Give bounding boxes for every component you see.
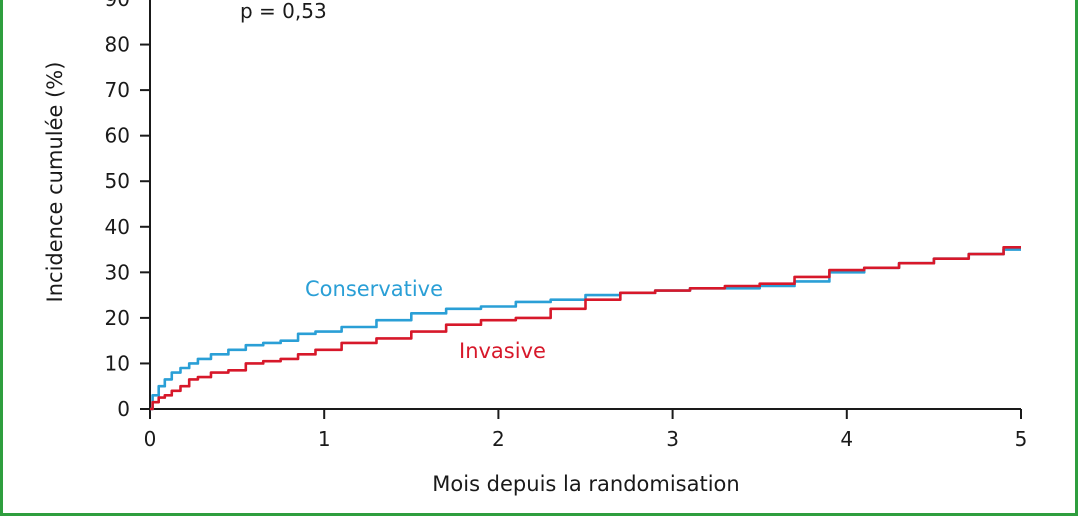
x-tick-label: 2 (492, 427, 505, 451)
x-tick-label: 0 (144, 427, 157, 451)
y-tick-label: 20 (105, 306, 130, 330)
p-value-annotation: p = 0,53 (240, 0, 327, 23)
chart-axes (149, 0, 1021, 410)
y-tick-label: 60 (105, 124, 130, 148)
y-tick-label: 70 (105, 78, 130, 102)
series-line-conservative (150, 248, 1021, 411)
y-tick-label: 50 (105, 169, 130, 193)
y-tick-label: 90 (105, 0, 130, 11)
x-axis-label: Mois depuis la randomisation (432, 472, 739, 496)
x-tick-label: 3 (666, 427, 679, 451)
y-tick-label: 10 (105, 351, 130, 375)
chart-lines (150, 245, 1021, 411)
series-line-invasive (150, 245, 1021, 411)
series-label-invasive: Invasive (459, 339, 546, 363)
y-tick-label: 40 (105, 215, 130, 239)
y-axis-label: Incidence cumulée (%) (43, 62, 67, 303)
y-tick-label: 80 (105, 33, 130, 57)
chart-ticks: 0123450102030405060708090 (105, 0, 1028, 451)
y-tick-label: 30 (105, 260, 130, 284)
x-tick-label: 5 (1015, 427, 1028, 451)
y-tick-label: 0 (117, 397, 130, 421)
x-tick-label: 4 (840, 427, 853, 451)
series-label-conservative: Conservative (305, 277, 443, 301)
x-tick-label: 1 (318, 427, 331, 451)
